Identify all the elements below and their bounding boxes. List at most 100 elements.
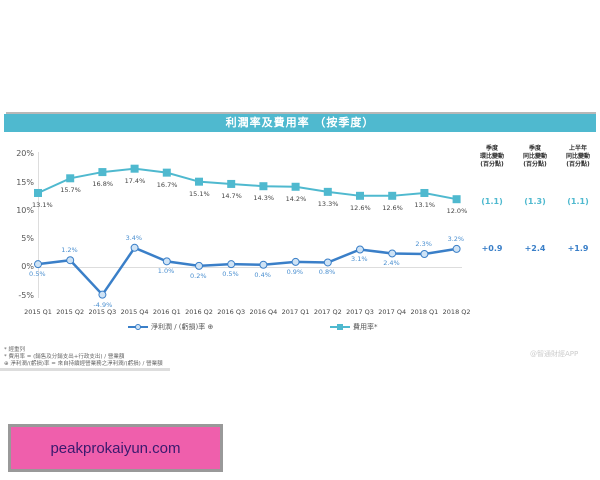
col-header-h1-yoy: 上半年 同比變動 (百分點): [565, 145, 590, 168]
net-point: [162, 257, 171, 266]
x-tick: 2015 Q1: [24, 308, 52, 316]
expense-data-label: 13.1%: [414, 200, 436, 209]
net-point: [130, 243, 139, 252]
net-yoy: +2.4: [524, 244, 546, 253]
expense-data-label: 17.4%: [124, 176, 146, 185]
x-tick: 2015 Q4: [120, 308, 149, 316]
net-point: [291, 257, 300, 266]
expense-point: [420, 188, 429, 197]
legend-circle-line-icon: [128, 324, 148, 330]
expense-data-label: 12.0%: [446, 207, 468, 216]
ad-link[interactable]: peakprokaiyun.com: [11, 427, 220, 469]
expense-data-label: 16.7%: [156, 180, 178, 189]
net-h1-yoy: +1.9: [567, 244, 589, 253]
expense-data-label: 13.3%: [317, 199, 339, 208]
col-header-qoq: 季度 環比變動 (百分點): [479, 145, 504, 168]
expense-data-label: 14.7%: [221, 191, 242, 200]
expense-qoq: (1.1): [481, 197, 503, 206]
expense-point: [388, 191, 397, 200]
net-data-label: 0.4%: [254, 270, 271, 279]
expense-point: [66, 174, 75, 183]
x-tick: 2016 Q4: [249, 308, 278, 316]
expense-point: [356, 191, 364, 200]
net-point: [356, 245, 364, 254]
expense-yoy: (1.3): [524, 197, 546, 206]
net-data-label: 1.0%: [157, 267, 175, 276]
expense-data-label: 15.1%: [189, 189, 210, 198]
net-data-label: 0.9%: [286, 267, 304, 276]
net-markers: [34, 243, 461, 299]
y-tick: 15%: [16, 178, 34, 187]
expense-point: [98, 168, 107, 177]
expense-point: [323, 187, 332, 196]
expense-point: [34, 188, 42, 197]
expense-data-label: 16.8%: [92, 180, 114, 189]
x-tick: 2018 Q2: [442, 308, 471, 316]
net-margin-line: [37, 246, 457, 297]
expense-point: [452, 195, 461, 204]
expense-rate-line: [37, 167, 457, 201]
y-axis: [38, 152, 39, 298]
net-qoq: +0.9: [481, 244, 503, 253]
net-point: [259, 260, 268, 269]
legend-net-label: 淨利潤 / (虧損)率 ⊕: [151, 323, 214, 331]
net-data-label: 0.8%: [318, 268, 336, 277]
net-data-label: 1.2%: [61, 246, 78, 255]
expense-point: [291, 182, 300, 191]
chart-title-banner: 利潤率及費用率 （按季度）: [4, 114, 596, 132]
net-data-label: 0.2%: [190, 271, 207, 280]
net-data-label: 0.5%: [29, 270, 46, 279]
legend-square-line-icon: [330, 324, 350, 330]
col-header-yoy: 季度 同比變動 (百分點): [522, 145, 547, 168]
footnote-restated: * 經重列: [4, 347, 25, 353]
ad-banner[interactable]: peakprokaiyun.com: [8, 424, 223, 472]
net-point: [195, 261, 203, 270]
x-tick: 2017 Q2: [313, 308, 342, 316]
net-data-label: 3.4%: [125, 233, 143, 242]
x-tick: 2017 Q4: [378, 308, 407, 316]
net-point: [66, 256, 75, 265]
y-tick: 0%: [21, 262, 34, 271]
x-tick: 2018 Q1: [410, 308, 439, 316]
zero-line: [38, 267, 462, 268]
net-point: [323, 258, 332, 267]
footnote-expense: * 費用率 = (銷售及分銷支出+行政支出) / 營業額: [4, 354, 125, 360]
expense-point: [195, 177, 203, 186]
expense-data-label: 12.6%: [350, 203, 371, 212]
y-tick: 10%: [16, 206, 34, 215]
expense-data-label: 12.6%: [382, 203, 403, 212]
x-tick: 2016 Q2: [185, 308, 213, 316]
y-tick: 20%: [16, 149, 34, 158]
x-tick: 2017 Q1: [281, 308, 310, 316]
expense-point: [130, 164, 139, 173]
legend-expense-label: 費用率*: [353, 323, 378, 331]
legend-net: 淨利潤 / (虧損)率 ⊕: [128, 322, 213, 332]
net-point: [452, 244, 461, 253]
expense-data-label: 13.1%: [32, 200, 53, 209]
net-point: [388, 249, 397, 258]
top-rule: [6, 112, 596, 114]
net-point: [227, 260, 236, 269]
y-tick: -5%: [18, 291, 34, 300]
expense-point: [227, 179, 236, 188]
expense-data-label: 14.3%: [253, 194, 275, 203]
footer-rule: [0, 368, 170, 371]
x-tick: 2016 Q3: [217, 308, 246, 316]
legend-expense: 費用率*: [330, 322, 378, 332]
expense-data-label: 14.2%: [285, 194, 307, 203]
net-point: [98, 290, 107, 299]
x-tick: 2015 Q3: [88, 308, 117, 316]
expense-point: [162, 168, 171, 177]
net-data-label: 3.1%: [351, 255, 368, 264]
y-tick: 5%: [21, 234, 34, 243]
expense-markers: [34, 164, 461, 204]
net-point: [34, 260, 42, 269]
net-data-label: 3.2%: [447, 234, 465, 243]
net-data-label: 2.3%: [415, 240, 432, 248]
x-tick: 2016 Q1: [152, 308, 181, 316]
expense-point: [259, 182, 268, 191]
x-tick: 2017 Q3: [346, 308, 374, 316]
expense-data-label: 15.7%: [60, 186, 81, 195]
net-data-label: 2.4%: [383, 259, 400, 268]
